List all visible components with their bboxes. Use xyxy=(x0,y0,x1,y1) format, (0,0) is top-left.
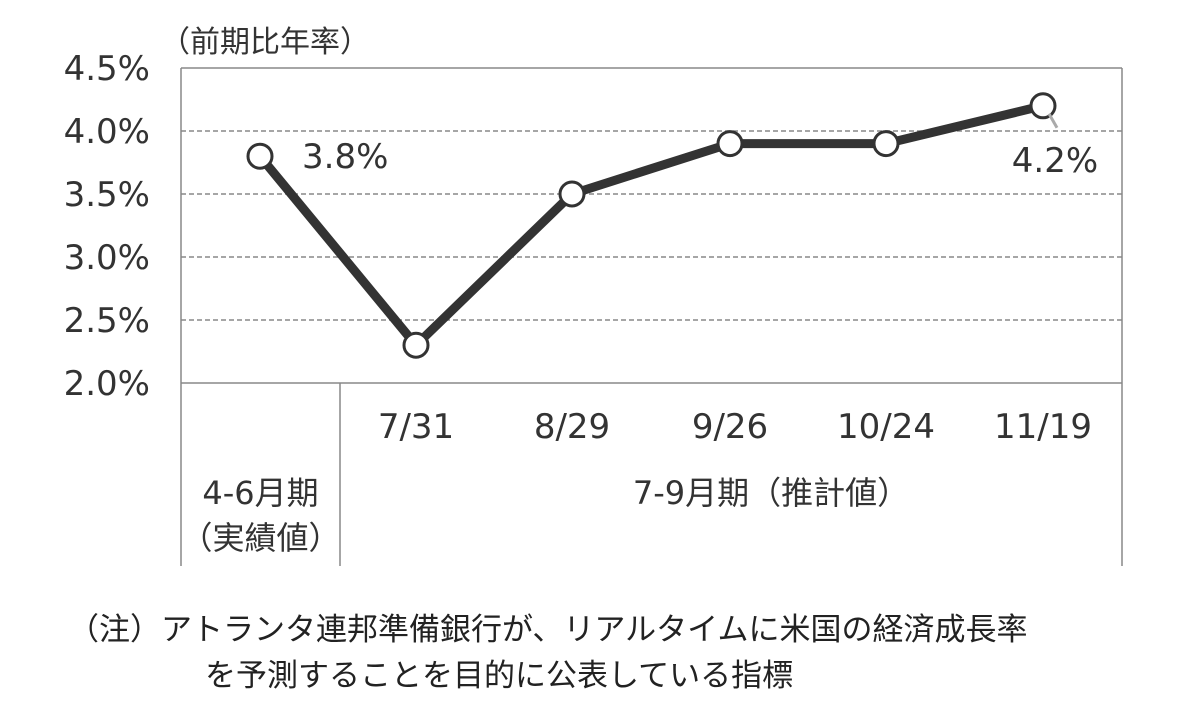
x-tick-label: 10/24 xyxy=(837,407,935,447)
data-point xyxy=(872,130,900,158)
y-tick-label: 2.0% xyxy=(64,364,150,404)
x-tick-label: 7/31 xyxy=(378,407,454,447)
data-point xyxy=(1029,92,1057,120)
group-label-estimate: 7-9月期（推計値） xyxy=(633,474,909,512)
y-tick-label: 3.0% xyxy=(64,238,150,278)
unit-label: （前期比年率） xyxy=(160,25,370,60)
group-label-actual: 4-6月期 xyxy=(202,474,318,512)
x-tick-label: 8/29 xyxy=(534,407,610,447)
series-gdpnow xyxy=(246,92,1057,359)
data-labels: 3.8% 4.2% xyxy=(302,113,1098,181)
period-groups: 4-6月期 （実績値） 7-9月期（推計値） xyxy=(180,474,909,557)
plot-frame xyxy=(180,67,1123,566)
data-point xyxy=(246,142,274,170)
y-tick-label: 2.5% xyxy=(64,301,150,341)
data-label-leader xyxy=(1047,113,1059,129)
note-line-1: （注）アトランタ連邦準備銀行が、リアルタイムに米国の経済成長率 xyxy=(68,612,1028,648)
x-tick-label: 9/26 xyxy=(692,407,768,447)
data-point xyxy=(716,130,744,158)
y-axis-ticks: 4.5% 4.0% 3.5% 3.0% 2.5% 2.0% xyxy=(64,49,150,404)
y-tick-label: 4.0% xyxy=(64,112,150,152)
data-label: 3.8% xyxy=(302,137,388,177)
y-tick-label: 4.5% xyxy=(64,49,150,89)
x-tick-label: 11/19 xyxy=(994,407,1092,447)
data-point xyxy=(558,180,586,208)
group-label-actual-note: （実績値） xyxy=(180,519,340,557)
gdpnow-line-chart: （前期比年率） 4.5% 4.0% 3.5% 3.0% 2.5% 2.0% 7/31 8/2… xyxy=(64,25,1123,566)
x-axis-categories: 7/31 8/29 9/26 10/24 11/19 xyxy=(378,407,1092,447)
y-tick-label: 3.5% xyxy=(64,175,150,215)
note-line-2: を予測することを目的に公表している指標 xyxy=(205,658,794,694)
series-line xyxy=(255,101,1048,350)
data-point xyxy=(402,331,430,359)
data-label: 4.2% xyxy=(1012,141,1098,181)
